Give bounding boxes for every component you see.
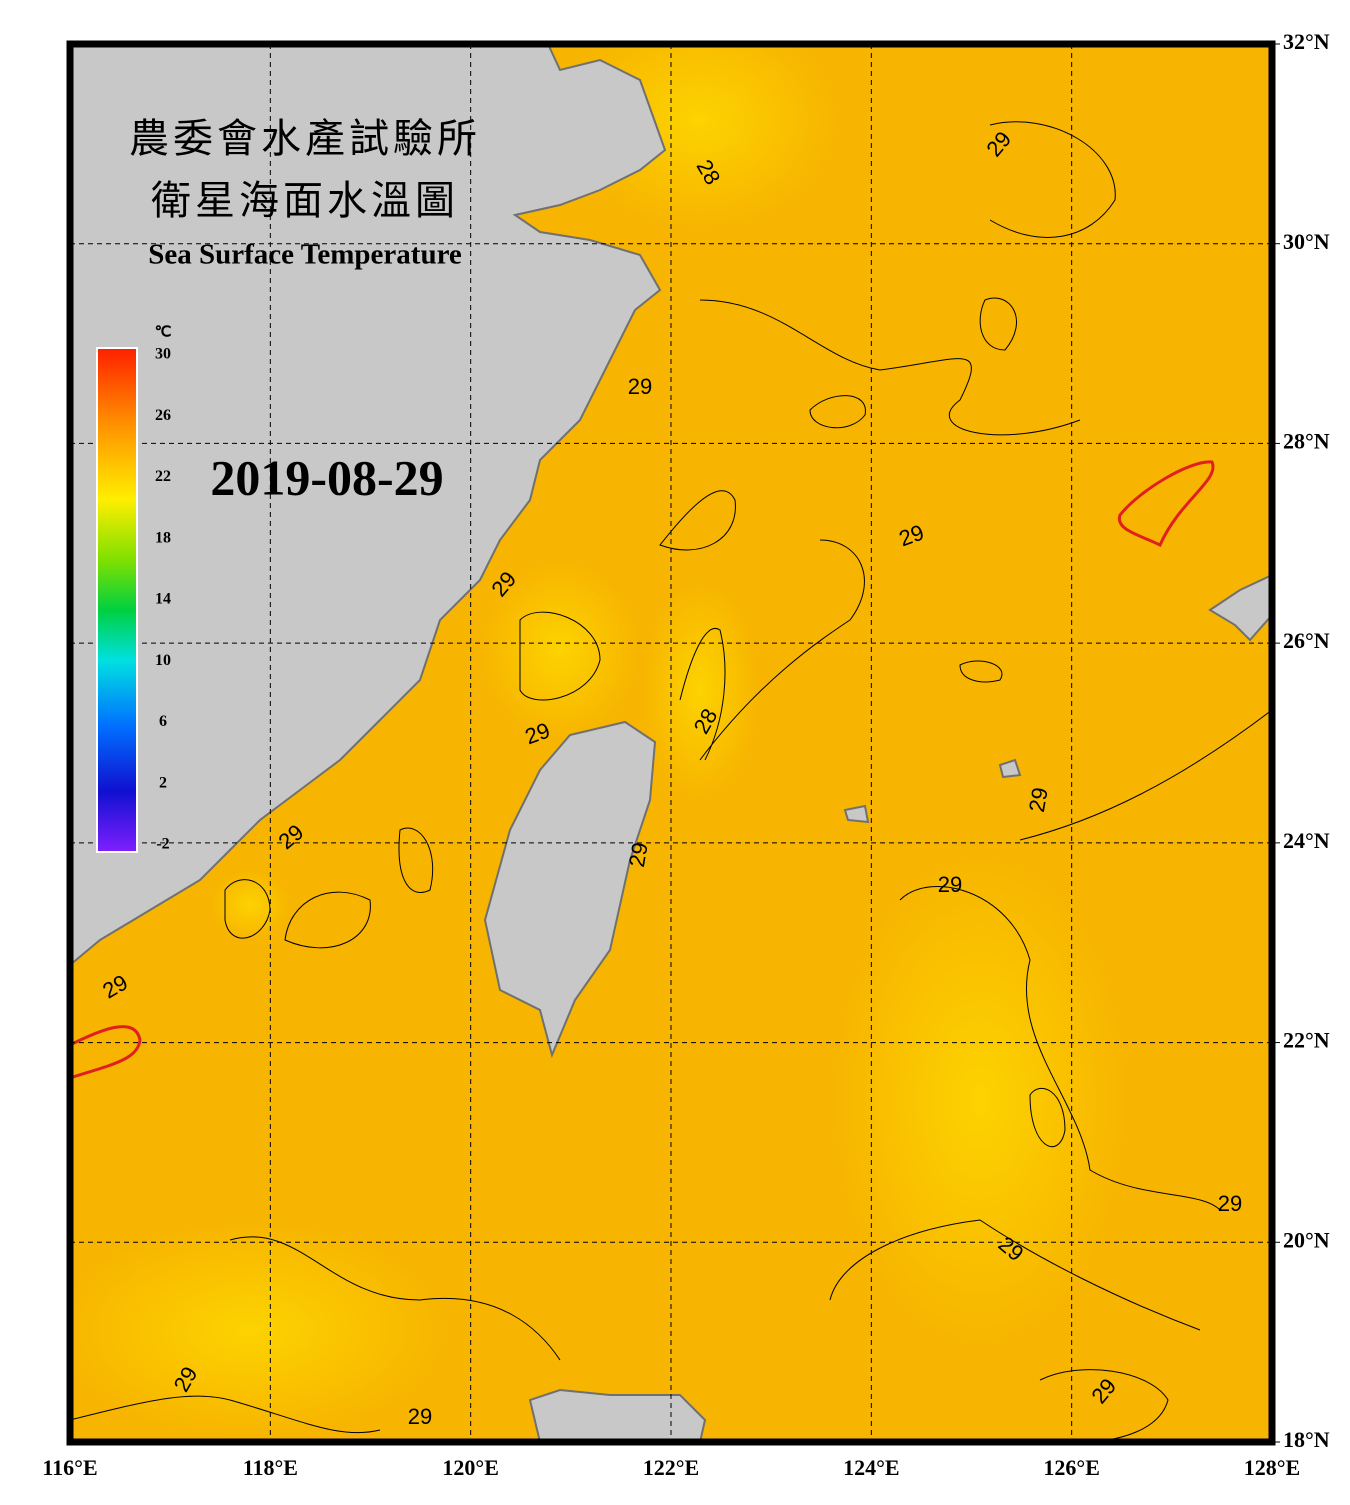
contour-label: 29 — [628, 374, 652, 399]
colorbar-tick-label: 14 — [155, 591, 171, 608]
lon-tick-label: 120°E — [442, 1455, 498, 1480]
lon-tick-label: 118°E — [243, 1455, 298, 1480]
date: 2019-08-29 — [210, 449, 443, 505]
colorbar-tick-label: 2 — [159, 774, 167, 791]
lat-tick-label: 24°N — [1283, 828, 1330, 853]
lat-tick-label: 32°N — [1283, 29, 1330, 54]
title-line1: 農委會水產試驗所 — [129, 116, 481, 161]
lon-tick-label: 124°E — [843, 1455, 899, 1480]
lat-tick-label: 22°N — [1283, 1028, 1330, 1053]
warm-zone — [70, 1220, 450, 1440]
colorbar-tick-label: 22 — [155, 468, 171, 485]
lon-tick-label: 126°E — [1043, 1455, 1099, 1480]
colorbar-tick-label: 10 — [155, 652, 171, 669]
contour-30 — [1117, 460, 1215, 548]
contour-label: 29 — [938, 872, 962, 897]
lon-tick-label: 122°E — [643, 1455, 699, 1480]
contour-label: 29 — [624, 840, 653, 868]
warm-zone — [210, 870, 290, 940]
colorbar-tick-label: 30 — [155, 346, 171, 363]
colorbar-unit: ℃ — [155, 324, 172, 340]
lat-tick-label: 20°N — [1283, 1227, 1330, 1252]
contours — [70, 121, 1272, 1442]
map-frame — [66, 40, 1276, 1446]
contour-label: 29 — [1024, 785, 1053, 813]
warm-zone — [480, 560, 640, 740]
warm-zone — [640, 580, 760, 800]
lat-tick-label: 28°N — [1283, 428, 1330, 453]
lon-tick-label: 128°E — [1244, 1455, 1300, 1480]
land — [70, 44, 1272, 1442]
lon-tick-label: 116°E — [42, 1455, 97, 1480]
colorbar-tick-label: 6 — [159, 713, 167, 730]
lat-tick-label: 30°N — [1283, 229, 1330, 254]
contour-label: 29 — [1218, 1191, 1242, 1216]
colorbar-tick-label: 26 — [155, 407, 171, 424]
contour-30 — [70, 1025, 142, 1080]
colorbar-tick-label: 18 — [155, 529, 171, 546]
title-line2: 衛星海面水溫圖 — [151, 178, 459, 223]
contour-label: 29 — [408, 1404, 432, 1429]
lat-tick-label: 26°N — [1283, 628, 1330, 653]
subtitle: Sea Surface Temperature — [148, 239, 462, 271]
colorbar-tick-label: -2 — [156, 836, 169, 853]
warm-zone — [830, 850, 1130, 1350]
lat-tick-label: 18°N — [1283, 1427, 1330, 1452]
colorbar — [96, 347, 138, 853]
